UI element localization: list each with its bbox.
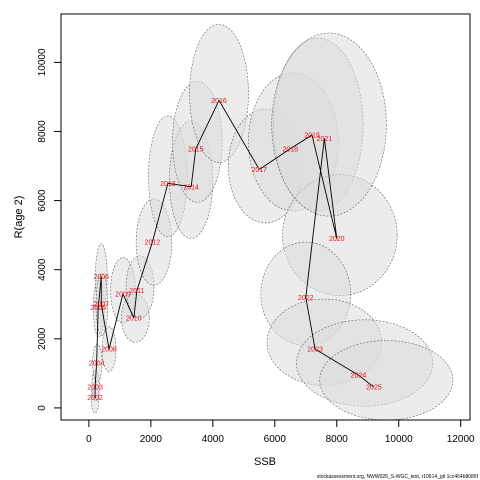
point-label-2024: 2024 [351,373,367,380]
y-axis-title: R(age 2) [13,196,25,239]
point-label-2018: 2018 [282,146,298,153]
x-tick-label: 4000 [202,434,225,445]
point-label-2005: 2005 [90,305,106,312]
trajectory-segment-2011-2012 [136,241,153,291]
ellipse-2025 [319,340,454,421]
point-label-2012: 2012 [145,240,161,247]
uncertainty-ellipses [90,24,454,421]
trajectory-segment-2003-2004 [94,362,98,388]
point-label-2015: 2015 [188,146,204,153]
trajectory-segment-2014-2015 [190,148,197,187]
x-axis-title: SSB [254,456,276,468]
trajectory-segment-2024-2025 [358,374,375,388]
trajectory-segment-2020-2021 [323,138,338,239]
point-label-2008: 2008 [101,347,117,354]
x-tick-label: 8000 [326,434,349,445]
point-label-2016: 2016 [211,98,227,105]
point-label-2014: 2014 [183,184,199,191]
y-tick-label: 0 [37,405,48,411]
trajectory-segment-2013-2014 [167,182,192,188]
trajectory-segment-2017-2018 [259,148,291,170]
x-tick-label: 2000 [140,434,163,445]
trajectory-segment-2009-2010 [122,293,135,319]
x-tick-label: 12000 [447,434,475,445]
ellipse-2007 [95,272,109,336]
trajectory-segment-2010-2011 [133,290,138,319]
point-label-2022: 2022 [298,295,314,302]
point-label-2017: 2017 [252,167,268,174]
x-tick-label: 10000 [385,434,413,445]
trajectory-segment-2007-2008 [100,304,110,350]
trajectory-segment-2023-2024 [314,348,359,376]
footer-caption: stockassessment.org, NWW026_S-WGC_test, … [317,474,479,480]
point-label-2013: 2013 [160,181,176,188]
point-label-2021: 2021 [317,136,333,143]
point-label-2007: 2007 [93,302,109,309]
y-tick-label: 10000 [37,48,48,76]
point-label-2009: 2009 [115,291,131,298]
ellipse-2021 [271,32,387,217]
trajectory-segment-2021-2022 [305,138,325,298]
point-label-2011: 2011 [129,288,144,295]
ellipse-2016 [189,24,249,163]
trajectory-segment-2016-2017 [218,100,260,170]
y-tick-label: 4000 [37,258,48,281]
point-label-2004: 2004 [89,360,105,367]
trajectory-layer [94,100,375,398]
point-label-2019: 2019 [304,132,320,139]
trajectory-segment-2012-2013 [151,183,169,243]
trajectory-segment-2019-2020 [311,134,338,239]
y-tick-label: 8000 [37,120,48,143]
x-tick-label: 6000 [264,434,287,445]
y-tick-label: 2000 [37,327,48,350]
x-tick-label: 0 [86,434,92,445]
point-label-2003: 2003 [87,385,103,392]
trajectory-segment-2008-2009 [108,293,124,350]
x-axis: 0 2000 4000 6000 8000 10000 12000 [86,419,475,445]
y-tick-label: 6000 [37,189,48,212]
y-axis: 0 2000 4000 6000 8000 10000 [37,48,62,411]
point-label-2010: 2010 [126,316,142,323]
point-label-2006: 2006 [93,274,109,281]
point-label-2002: 2002 [87,395,103,402]
point-label-2023: 2023 [307,347,323,354]
trajectory-segment-2005-2006 [97,276,102,308]
point-label-2020: 2020 [329,236,345,243]
trajectory-segment-2015-2016 [195,100,220,149]
trajectory-segment-2022-2023 [305,297,316,350]
point-label-2025: 2025 [366,385,382,392]
trajectory-segment-2004-2005 [96,307,99,363]
year-labels: 2002 2003 2004 2005 2006 2007 2008 2009 2010 2011… [87,98,382,402]
trajectory-segment-2018-2019 [290,134,313,150]
